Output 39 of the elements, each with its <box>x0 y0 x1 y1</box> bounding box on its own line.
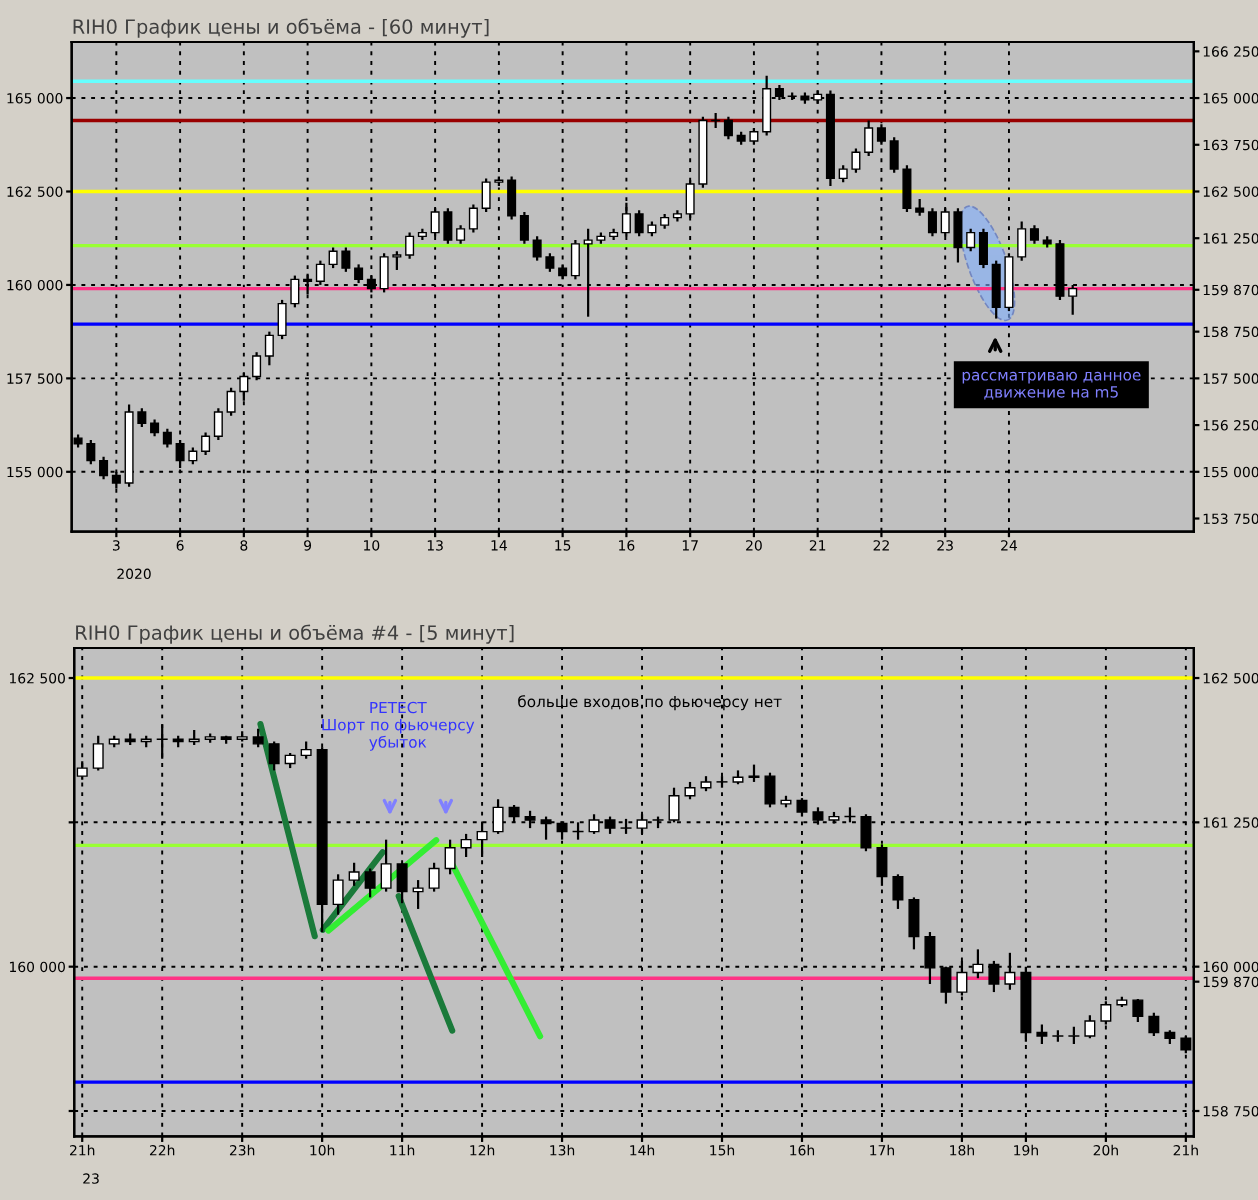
candlestick <box>927 207 937 238</box>
candlestick <box>264 330 274 367</box>
candlestick <box>92 734 104 772</box>
candlestick <box>1084 1014 1096 1040</box>
candlestick <box>978 227 988 270</box>
candlestick <box>723 115 733 141</box>
candlestick <box>444 838 456 876</box>
candlestick <box>966 227 976 253</box>
candlestick <box>908 896 920 951</box>
candlestick <box>364 867 376 899</box>
candlestick <box>332 873 344 916</box>
candlestick <box>1029 224 1039 245</box>
candlestick <box>1017 220 1027 262</box>
chart-title: RIH0 График цены и объёма - [60 минут] <box>73 18 489 38</box>
candlestick <box>570 238 580 281</box>
candlestick <box>507 175 517 221</box>
candlestick <box>764 771 776 809</box>
candlestick <box>348 861 360 887</box>
candlestick <box>213 407 223 442</box>
candlestick <box>354 263 364 285</box>
candlestick <box>456 224 466 245</box>
candlestick <box>412 878 424 911</box>
candlestick <box>1036 1023 1048 1046</box>
candlestick <box>1148 1011 1160 1038</box>
candlestick <box>892 873 904 911</box>
candlestick <box>268 740 280 772</box>
candlestick <box>864 119 874 158</box>
candlestick <box>460 832 472 859</box>
candlestick <box>519 210 529 245</box>
candlestick <box>1132 997 1144 1024</box>
candlestick <box>252 727 264 749</box>
candlestick <box>380 838 392 893</box>
candlestick <box>156 723 168 760</box>
candlestick <box>428 861 440 893</box>
chart-title: RIH0 График цены и объёма #4 - [5 минут] <box>76 624 514 644</box>
candlestick <box>162 427 172 449</box>
candlestick <box>201 431 211 457</box>
candlestick <box>405 231 415 260</box>
candlestick <box>468 203 478 234</box>
